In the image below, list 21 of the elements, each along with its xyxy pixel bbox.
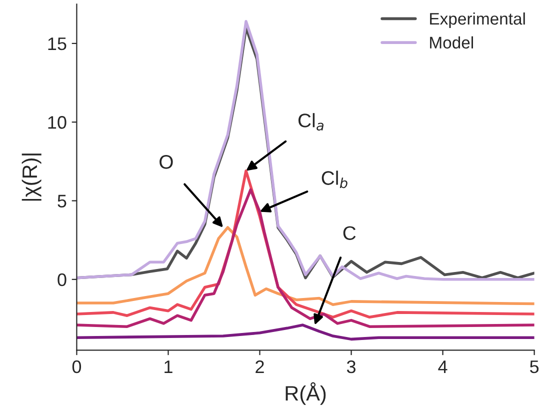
legend-label: Experimental: [430, 12, 525, 28]
x-tick-label: 1: [164, 360, 172, 374]
legend-label: Model: [430, 36, 473, 49]
y-tick-label: 0: [58, 273, 66, 286]
y-tick-label: 10: [48, 116, 66, 129]
x-tick-label: 5: [530, 360, 539, 374]
line-series: [76, 226, 534, 306]
annotation: Cl$_{a}$: [298, 113, 324, 131]
x-tick-label: 2: [256, 360, 264, 374]
y-tick-label: 5: [58, 194, 66, 208]
y-tick-label: 15: [48, 38, 66, 50]
x-tick-label: 0: [72, 360, 82, 374]
x-axis-title: R(Å): [286, 382, 326, 405]
annotation: O: [160, 155, 173, 169]
annotation: Cl$_{b}$: [322, 170, 348, 188]
line-series: [76, 324, 534, 341]
x-tick-label: 3: [346, 360, 356, 374]
y-axis-title: |χ(R)|: [22, 154, 42, 201]
x-tick-label: 4: [438, 360, 448, 374]
line-series: [76, 188, 534, 328]
annotation: C: [343, 226, 356, 240]
